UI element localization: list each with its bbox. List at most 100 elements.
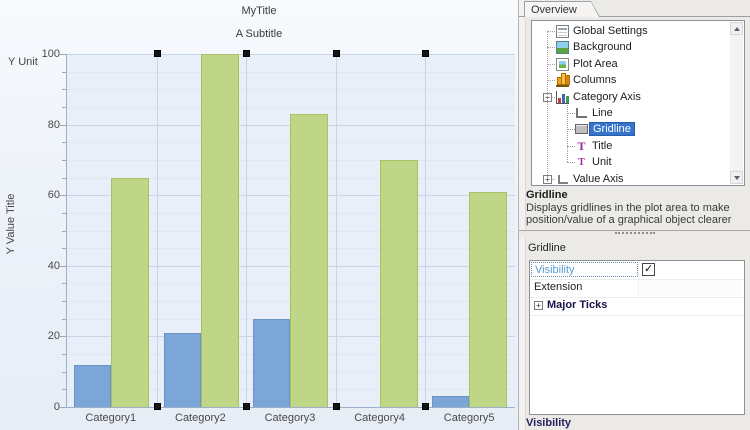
tree-item-global-settings[interactable]: Global Settings <box>532 23 744 40</box>
down-arrow-icon <box>734 176 740 180</box>
gridline-icon <box>575 124 588 135</box>
y-tick-label: 40 <box>47 259 60 272</box>
category-label: Category4 <box>354 412 405 424</box>
category-label: Category1 <box>85 412 137 424</box>
value-axis-icon <box>558 174 568 184</box>
background-icon <box>556 41 569 55</box>
bar-glyph <box>566 95 569 103</box>
tree-item-title[interactable]: T Title <box>532 138 744 155</box>
line-icon <box>576 108 587 118</box>
bar-blue-series[interactable] <box>74 365 111 407</box>
major-tick <box>60 125 66 126</box>
scroll-up-button[interactable] <box>730 22 743 35</box>
tree-item-category-axis[interactable]: − Category Axis <box>532 89 744 106</box>
tree-item-background[interactable]: Background <box>532 39 744 56</box>
chart-preview[interactable]: MyTitle A Subtitle Y Unit Y Value Title … <box>0 0 518 430</box>
description-title: Gridline <box>526 189 568 201</box>
overview-tree[interactable]: Global Settings Background Plot Area Column… <box>531 20 745 186</box>
tree-item-label: Unit <box>592 156 612 169</box>
bar-blue-series[interactable] <box>253 319 290 407</box>
property-grid[interactable]: Visibility ✓ Extension + Major Ticks <box>529 260 745 415</box>
tab-overview-label: Overview <box>531 3 577 16</box>
splitter-grip-icon <box>615 232 655 237</box>
plot-area[interactable] <box>66 50 515 410</box>
tree-item-unit[interactable]: T Unit <box>532 154 744 171</box>
tab-overview[interactable]: Overview <box>524 1 600 17</box>
bar-green-series[interactable] <box>380 160 418 407</box>
category-gridline[interactable] <box>246 54 247 407</box>
property-value[interactable] <box>639 280 742 295</box>
tree-item-plot-area[interactable]: Plot Area <box>532 56 744 73</box>
checkmark-icon: ✓ <box>644 263 654 275</box>
tree-connector <box>567 162 575 164</box>
minor-tick <box>62 213 66 214</box>
tree-item-label: Gridline <box>589 122 635 137</box>
bar-blue-series[interactable] <box>432 396 469 407</box>
name-value-separator <box>638 280 639 296</box>
property-row-visibility[interactable]: Visibility ✓ <box>530 261 744 280</box>
y-tick-label: 100 <box>41 48 60 60</box>
bar-green-series[interactable] <box>111 178 149 407</box>
tab-shape: Overview <box>524 1 600 17</box>
bar-green-series[interactable] <box>201 54 239 407</box>
selection-handle[interactable] <box>333 403 340 410</box>
tree-item-label: Line <box>592 107 613 119</box>
y-axis-unit-label: Y Unit <box>8 56 38 68</box>
tree-item-line[interactable]: Line <box>532 105 744 122</box>
minor-tick <box>62 248 66 249</box>
minor-tick <box>62 231 66 232</box>
property-row-extension[interactable]: Extension <box>530 279 744 298</box>
major-tick <box>60 195 66 196</box>
category-label: Category3 <box>264 412 316 424</box>
major-ticks-expand-toggle[interactable]: + <box>534 301 543 310</box>
minor-tick <box>62 301 66 302</box>
minor-h-gridline <box>67 106 515 108</box>
minor-tick <box>62 354 66 355</box>
selection-handle[interactable] <box>243 50 250 57</box>
selection-handle[interactable] <box>422 403 429 410</box>
selection-handle[interactable] <box>154 50 161 57</box>
tree-item-label: Category Axis <box>573 90 641 103</box>
scroll-down-button[interactable] <box>730 171 743 184</box>
horizontal-splitter[interactable] <box>519 230 750 237</box>
plot-area-icon <box>556 57 569 71</box>
properties-panel: Overview Global Settings Background Plot A… <box>518 0 750 430</box>
selection-handle[interactable] <box>333 50 340 57</box>
selection-handle[interactable] <box>422 50 429 57</box>
tree-root-connector <box>547 31 549 179</box>
selection-handle[interactable] <box>243 403 250 410</box>
category-gridline[interactable] <box>336 54 337 407</box>
property-help-title: Visibility <box>526 417 572 429</box>
up-arrow-icon <box>734 27 740 31</box>
tree-scrollbar[interactable] <box>730 22 743 184</box>
tree-item-gridline[interactable]: Gridline <box>532 121 744 138</box>
minor-tick <box>62 107 66 108</box>
tree-item-value-axis[interactable]: + Value Axis <box>532 171 744 185</box>
property-section-header: Gridline <box>528 242 566 254</box>
tree-item-columns[interactable]: Columns <box>532 72 744 89</box>
global-settings-icon <box>556 25 569 38</box>
property-row-major-ticks[interactable]: + Major Ticks <box>530 297 744 316</box>
y-tick-label: 20 <box>47 330 60 343</box>
tree-connector <box>547 47 555 49</box>
category-label: Category5 <box>443 412 495 424</box>
property-group-name: Major Ticks <box>547 299 608 311</box>
y-tick-label: 0 <box>53 401 60 413</box>
minor-tick <box>62 319 66 320</box>
vertical-splitter[interactable] <box>519 0 526 430</box>
y-tick-label: 80 <box>47 118 60 131</box>
category-gridline[interactable] <box>425 54 426 407</box>
bar-green-series[interactable] <box>469 192 507 407</box>
minor-tick <box>62 160 66 161</box>
visibility-checkbox[interactable]: ✓ <box>642 263 655 276</box>
bar-green-series[interactable] <box>290 114 328 407</box>
chart-title: MyTitle <box>241 5 277 17</box>
major-tick <box>60 266 66 267</box>
bar-blue-series[interactable] <box>164 333 201 407</box>
minor-tick <box>62 142 66 143</box>
columns-icon <box>556 73 570 88</box>
selection-handle[interactable] <box>154 403 161 410</box>
category-gridline[interactable] <box>157 54 158 407</box>
tree-item-label: Background <box>573 41 632 54</box>
